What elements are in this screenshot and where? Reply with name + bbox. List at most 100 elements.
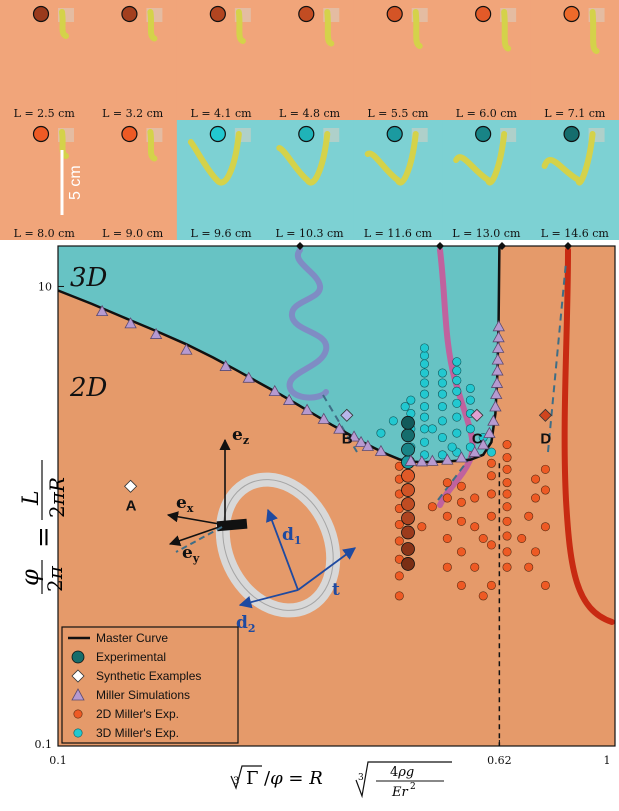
helix-pink (437, 247, 476, 508)
miller-3d-point (400, 402, 410, 412)
x-axis-label: 3 Γ /φ = R 3 4ρg Er 2 (230, 761, 452, 800)
miller-2d-point (470, 493, 480, 503)
photo-length-label: L = 4.8 cm (279, 107, 341, 120)
miller-2d-point (486, 489, 496, 499)
miller-3d-point (376, 428, 386, 438)
miller-3d-point (437, 368, 447, 378)
miller-simulation-point (492, 320, 505, 332)
photo-length-label: L = 9.0 cm (102, 227, 164, 240)
legend-swatch-simulation (71, 688, 85, 701)
helix-red (561, 247, 615, 625)
region-label-3d: 3D (70, 263, 108, 293)
miller-2d-point (540, 485, 550, 495)
miller-2d-point (486, 511, 496, 521)
connector-c (437, 454, 473, 501)
d2-label: d2 (236, 613, 256, 635)
experimental-point (401, 483, 415, 497)
legend-swatch-experimental (71, 650, 85, 664)
sample-dot (563, 125, 580, 143)
legend-box (61, 626, 239, 744)
d1-arrow (266, 508, 299, 591)
miller-2d-point (502, 440, 512, 450)
synthetic-example-point (124, 479, 138, 493)
miller-3d-point (437, 433, 447, 443)
miller-2d-point (442, 533, 452, 543)
photo-length-label: L = 7.1 cm (544, 107, 606, 120)
miller-2d-point (486, 580, 496, 590)
miller-simulation-point (491, 364, 504, 376)
ex-arrow (166, 511, 226, 526)
rod-sample (589, 9, 600, 54)
miller-2d-point (442, 478, 452, 488)
y-axis-label: φ 2π = L 2πR (16, 460, 69, 594)
rod-sample (276, 131, 331, 186)
experimental-point (401, 415, 415, 430)
miller-2d-point (417, 522, 427, 532)
miller-3d-point (420, 424, 430, 434)
miller-2d-point (456, 516, 466, 526)
ey-label: ey (182, 543, 200, 565)
ez-label: ez (232, 425, 249, 447)
photo-length-label: L = 6.0 cm (456, 107, 518, 120)
miller-2d-point (470, 562, 480, 572)
miller-simulation-point (180, 343, 193, 355)
plot-region-3d (58, 246, 500, 463)
rod-sample (147, 129, 158, 162)
sample-dot (298, 125, 315, 143)
miller-simulation-point (95, 304, 109, 317)
miller-3d-point (420, 378, 430, 388)
legend: Master Curve Experimental Synthetic Exampl… (61, 626, 239, 744)
experimental-point (401, 525, 415, 540)
miller-2d-point (531, 493, 541, 503)
miller-simulation-point (477, 438, 490, 450)
region-label-2d: 2D (69, 373, 108, 403)
svg-text:3: 3 (233, 776, 239, 787)
miller-2d-point (540, 580, 550, 590)
svg-text:/φ = R: /φ = R (264, 768, 323, 789)
miller-3d-point (452, 428, 462, 438)
miller-simulation-point (468, 445, 481, 457)
miller-2d-point (524, 511, 534, 521)
miller-2d-point (502, 453, 512, 463)
svg-text:φ: φ (16, 569, 44, 586)
y-tick-label: 10 (38, 280, 52, 293)
rod-sample (324, 9, 335, 47)
plot-frame (57, 245, 616, 747)
miller-2d-point (394, 536, 404, 546)
sample-dot (386, 125, 403, 143)
x-tick-label: 0.62 (487, 754, 512, 767)
sample-dot (298, 5, 315, 23)
sample-dot (121, 125, 138, 143)
miller-3d-point (465, 383, 475, 393)
experimental-point (401, 442, 415, 457)
svg-text:2: 2 (410, 782, 416, 792)
miller-3d-point (452, 412, 462, 422)
rod-sample (147, 9, 158, 42)
miller-3d-point (452, 398, 462, 408)
miller-2d-point (502, 547, 512, 557)
miller-3d-point (420, 402, 430, 412)
synthetic-example-label: D (540, 430, 551, 447)
miller-simulation-point (404, 454, 418, 466)
rod-sample (235, 9, 246, 44)
miller-2d-point (502, 516, 512, 526)
origin-link (175, 526, 223, 553)
miller-2d-point (456, 580, 466, 590)
miller-3d-point (427, 424, 437, 434)
miller-2d-point (486, 471, 496, 481)
miller-simulation-point (242, 371, 255, 383)
legend-label: 3D Miller's Exp. (96, 726, 179, 740)
rod-sample (59, 9, 69, 39)
miller-simulation-point (455, 451, 468, 463)
miller-3d-point (437, 416, 447, 426)
synthetic-example-point (470, 408, 484, 422)
miller-2d-point (502, 562, 512, 572)
d1-label: d1 (282, 525, 302, 547)
miller-simulation-point (491, 353, 504, 365)
miller-simulation-point (441, 453, 454, 465)
miller-2d-point (486, 458, 496, 468)
miller-simulation-point (483, 426, 496, 438)
miller-2d-point (502, 464, 512, 474)
rod-sample (541, 131, 596, 186)
miller-2d-point (394, 591, 404, 601)
